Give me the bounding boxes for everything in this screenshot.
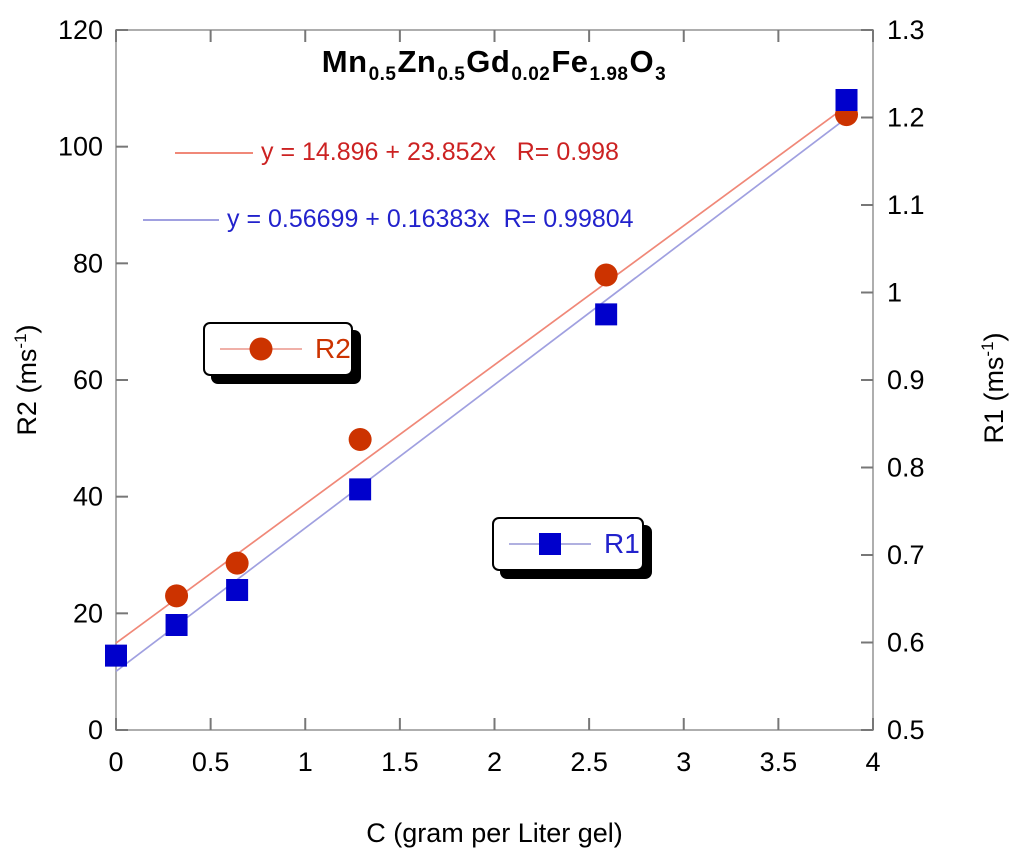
r1-equation-annotation[interactable]: y = 0.56699 + 0.16383x R= 0.99804 [143,205,634,234]
right-tick-label: 1.2 [887,103,925,133]
r2-data-point [225,551,249,575]
r2-equation-annotation[interactable]: y = 14.896 + 23.852x R= 0.998 [175,138,619,167]
legend-r2[interactable]: R2 [203,322,353,376]
r2-fit-swatch [175,151,253,154]
left-tick-label: 0 [88,715,103,745]
r1-fit-line [115,114,851,673]
right-tick-label: 0.7 [887,540,925,570]
left-tick-label: 100 [58,132,103,162]
right-tick-label: 0.9 [887,365,925,395]
right-tick-label: 0.8 [887,453,925,483]
x-tick-label: 3 [676,747,691,777]
left-axis-title: R2 (ms-1) [11,324,42,436]
x-tick-label: 4 [865,747,880,777]
x-tick-label: 1 [298,747,313,777]
right-axis-title: R1 (ms-1) [978,332,1009,444]
r1-square-marker-icon [539,533,561,555]
r1-data-point [226,579,249,601]
r2-circle-marker-icon [249,337,273,361]
r1-data-point [105,644,127,667]
r1-legend-line [509,533,591,555]
r1-data-point [835,89,858,111]
x-tick-label: 1.5 [381,747,419,777]
x-tick-label: 0.5 [192,747,230,777]
left-tick-label: 60 [73,365,103,395]
right-tick-label: 1.1 [887,190,925,220]
left-tick-label: 40 [73,482,103,512]
r1-equation: y = 0.56699 + 0.16383x R= 0.99804 [227,205,634,233]
r1-data-point [595,303,618,326]
left-tick-label: 80 [73,248,103,278]
r2-data-point [165,584,189,608]
right-tick-label: 0.6 [887,628,925,658]
r2-data-point [594,263,618,287]
right-tick-label: 0.5 [887,715,925,745]
r1-data-point [349,478,372,501]
r1-fit-swatch [143,218,219,221]
x-axis-title: C (gram per Liter gel) [366,818,623,848]
r2-data-point [348,428,372,451]
x-tick-label: 3.5 [760,747,798,777]
left-tick-label: 20 [73,598,103,628]
right-tick-label: 1.3 [887,15,925,45]
r2-legend-label: R2 [315,333,351,364]
plot-frame [115,29,874,731]
r1-data-point [165,614,188,636]
x-tick-label: 2.5 [570,747,608,777]
x-tick-label: 0 [108,747,123,777]
chart-title: Mn0.5Zn0.5Gd0.02Fe1.98O3 [321,44,667,85]
r1-legend-label: R1 [604,528,640,559]
r2-legend-line [220,337,302,361]
right-tick-label: 1 [887,278,902,308]
r2-equation: y = 14.896 + 23.852x R= 0.998 [261,138,619,166]
legend-r1[interactable]: R1 [492,517,644,571]
x-tick-label: 2 [487,747,502,777]
left-tick-label: 120 [58,15,103,45]
